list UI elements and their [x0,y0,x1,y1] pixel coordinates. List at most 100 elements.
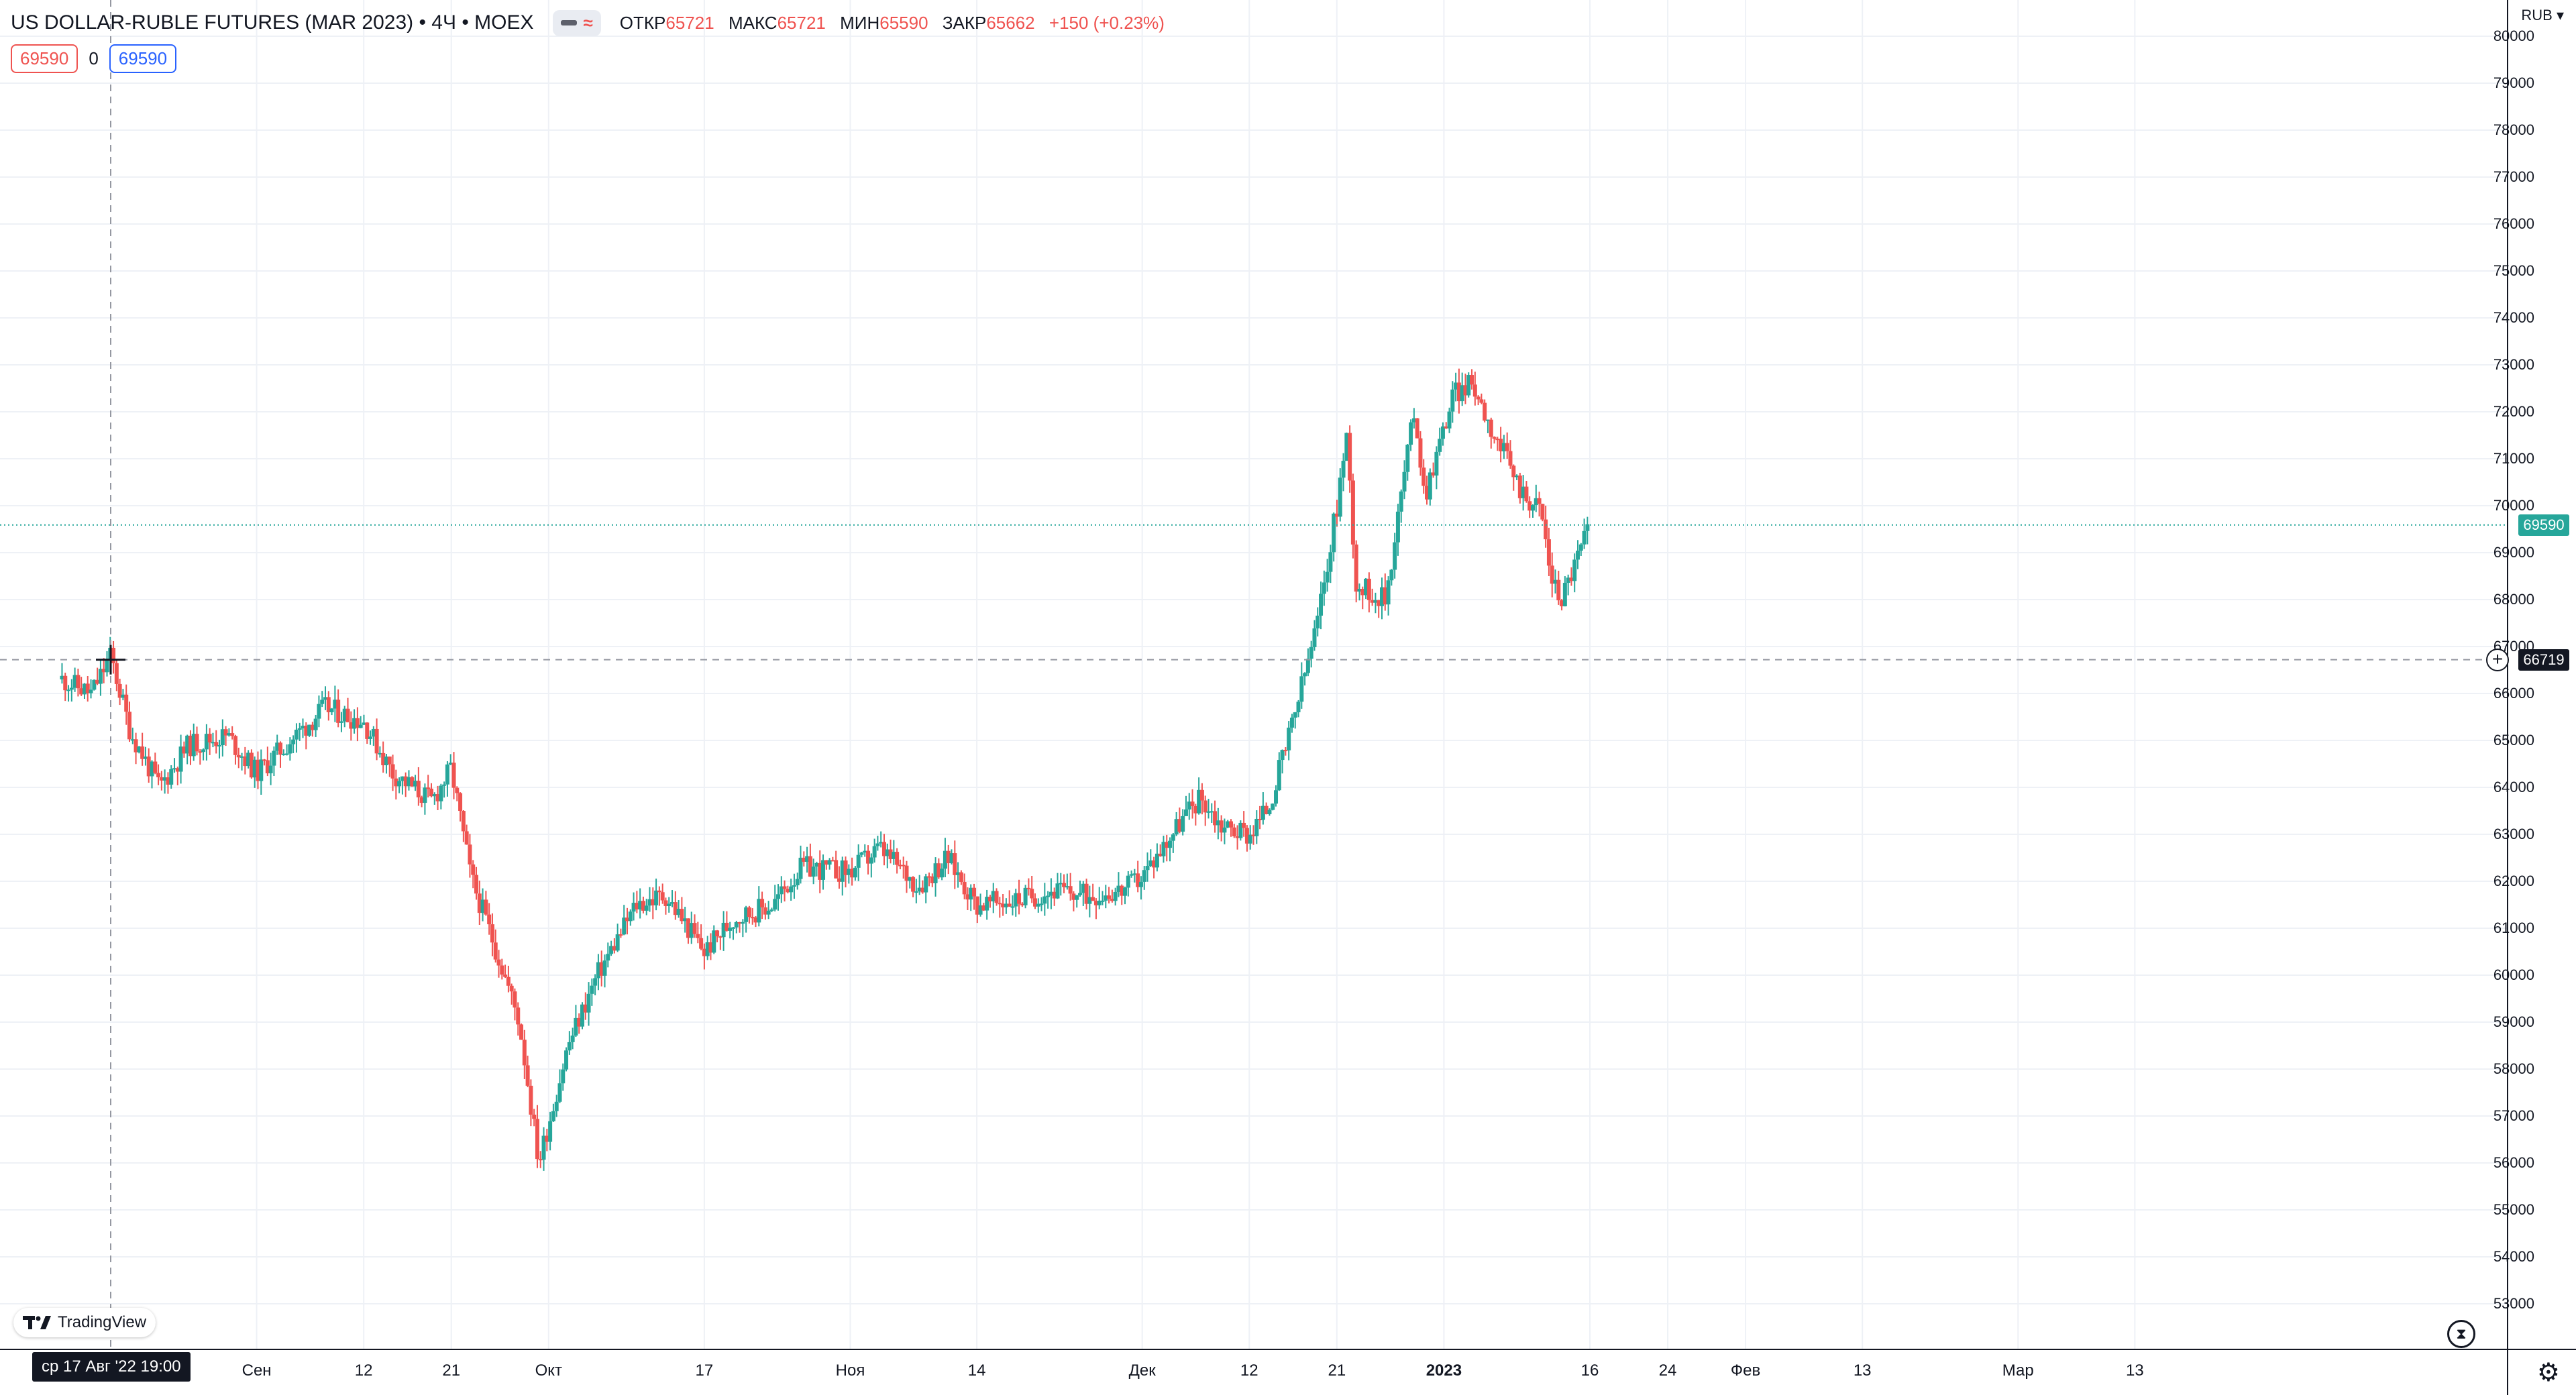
candle-up [66,689,71,691]
candle-down [326,697,331,713]
currency-label[interactable]: RUB [2521,7,2553,23]
price-axis-label: 61000 [2493,919,2534,936]
candle-down [965,894,970,900]
candle-up [1501,443,1506,451]
candle-up [1059,883,1063,885]
price-axis-label: 80000 [2493,27,2534,44]
price-axis-label: 74000 [2493,309,2534,326]
candle-up [307,724,312,736]
candle-up [368,736,373,739]
candle-down [1415,418,1419,439]
candle-up [320,700,325,704]
candle-up [1460,385,1464,402]
candle-up [1274,790,1279,804]
sell-button[interactable]: 69590 [11,44,78,73]
candle-up [191,734,196,757]
plus-circle-icon[interactable]: + [2486,648,2509,671]
candle-up [728,928,733,931]
candle-down [753,917,758,923]
ohlc-change: +150 (+0.23%) [1049,12,1165,33]
candle-up [654,890,659,905]
candle-up [567,1042,572,1051]
candle-down [1213,811,1218,826]
candle-up [847,869,851,875]
candle-up [1238,822,1243,838]
candle-up [317,704,321,719]
candle-up [609,946,614,954]
candle-up [384,757,388,766]
candle-up [1132,873,1137,875]
candle-down [1527,501,1532,511]
candle-up [130,739,135,741]
collapse-icon[interactable] [560,20,577,25]
candle-down [374,728,379,754]
price-axis-label: 71000 [2493,450,2534,467]
chevron-down-icon[interactable]: ▾ [2556,7,2564,23]
tradingview-logo[interactable]: TradingView [13,1308,156,1337]
candle-up [1171,834,1175,841]
candle-up [1319,594,1324,616]
candle-down [635,903,639,909]
candle-down [490,924,494,943]
candle-up [689,923,694,938]
candle-up [281,753,286,755]
candle-up [313,718,318,730]
candle-up [1100,900,1105,902]
candle-up [137,746,142,752]
time-axis-label: 24 [1658,1361,1677,1380]
price-axis-label: 69000 [2493,544,2534,561]
candle-up [712,930,716,953]
time-axis-label: Дек [1128,1361,1156,1380]
candle-down [336,700,341,723]
candle-up [1129,874,1134,876]
candle-down [487,914,492,925]
candle-up [72,675,77,688]
candle-down [114,663,119,684]
candle-up [853,867,857,878]
candle-up [827,860,832,865]
candle-up [105,661,109,673]
candle-up [178,746,183,772]
candle-down [619,934,623,936]
candle-up [1277,760,1281,791]
candle-up [169,769,174,785]
wave-icon[interactable]: ≈ [583,12,593,33]
candle-down [538,1159,543,1161]
symbol-title[interactable]: US DOLLAR-RUBLE FUTURES (MAR 2023) • 4Ч … [11,11,534,34]
candle-up [1267,810,1272,814]
candle-down [1348,433,1352,481]
candle-down [243,756,248,767]
candle-down [962,882,967,895]
price-axis-label: 68000 [2493,591,2534,608]
candle-up [557,1083,562,1102]
candle-up [991,891,996,901]
candle-down [140,746,145,759]
gear-icon[interactable]: ⚙ [2536,1359,2560,1387]
candle-up [647,899,652,906]
price-axis-label: 78000 [2493,121,2534,138]
candle-up [297,728,302,730]
candle-up [924,876,928,893]
candle-up [969,887,973,900]
candle-up [407,777,411,787]
ohlc-high-label: МАКС [728,12,777,33]
candle-down [911,877,916,892]
price-axis-label: 56000 [2493,1154,2534,1171]
candle-down [1472,384,1477,397]
candle-up [272,750,276,766]
currency-selector[interactable]: RUB ▾ [2521,7,2564,24]
candle-up [1296,702,1301,713]
price-axis-label: 62000 [2493,873,2534,889]
candle-up [792,885,796,887]
candle-down [387,757,392,765]
clock-icon[interactable]: ⧗ [2447,1320,2475,1348]
candle-down [850,869,855,878]
price-axis-label: 63000 [2493,826,2534,842]
candle-down [930,876,934,883]
price-axis-label: 66000 [2493,685,2534,702]
candle-down [1540,504,1545,520]
buy-button[interactable]: 69590 [109,44,177,73]
chart-style-toggle[interactable]: ≈ [552,9,601,36]
